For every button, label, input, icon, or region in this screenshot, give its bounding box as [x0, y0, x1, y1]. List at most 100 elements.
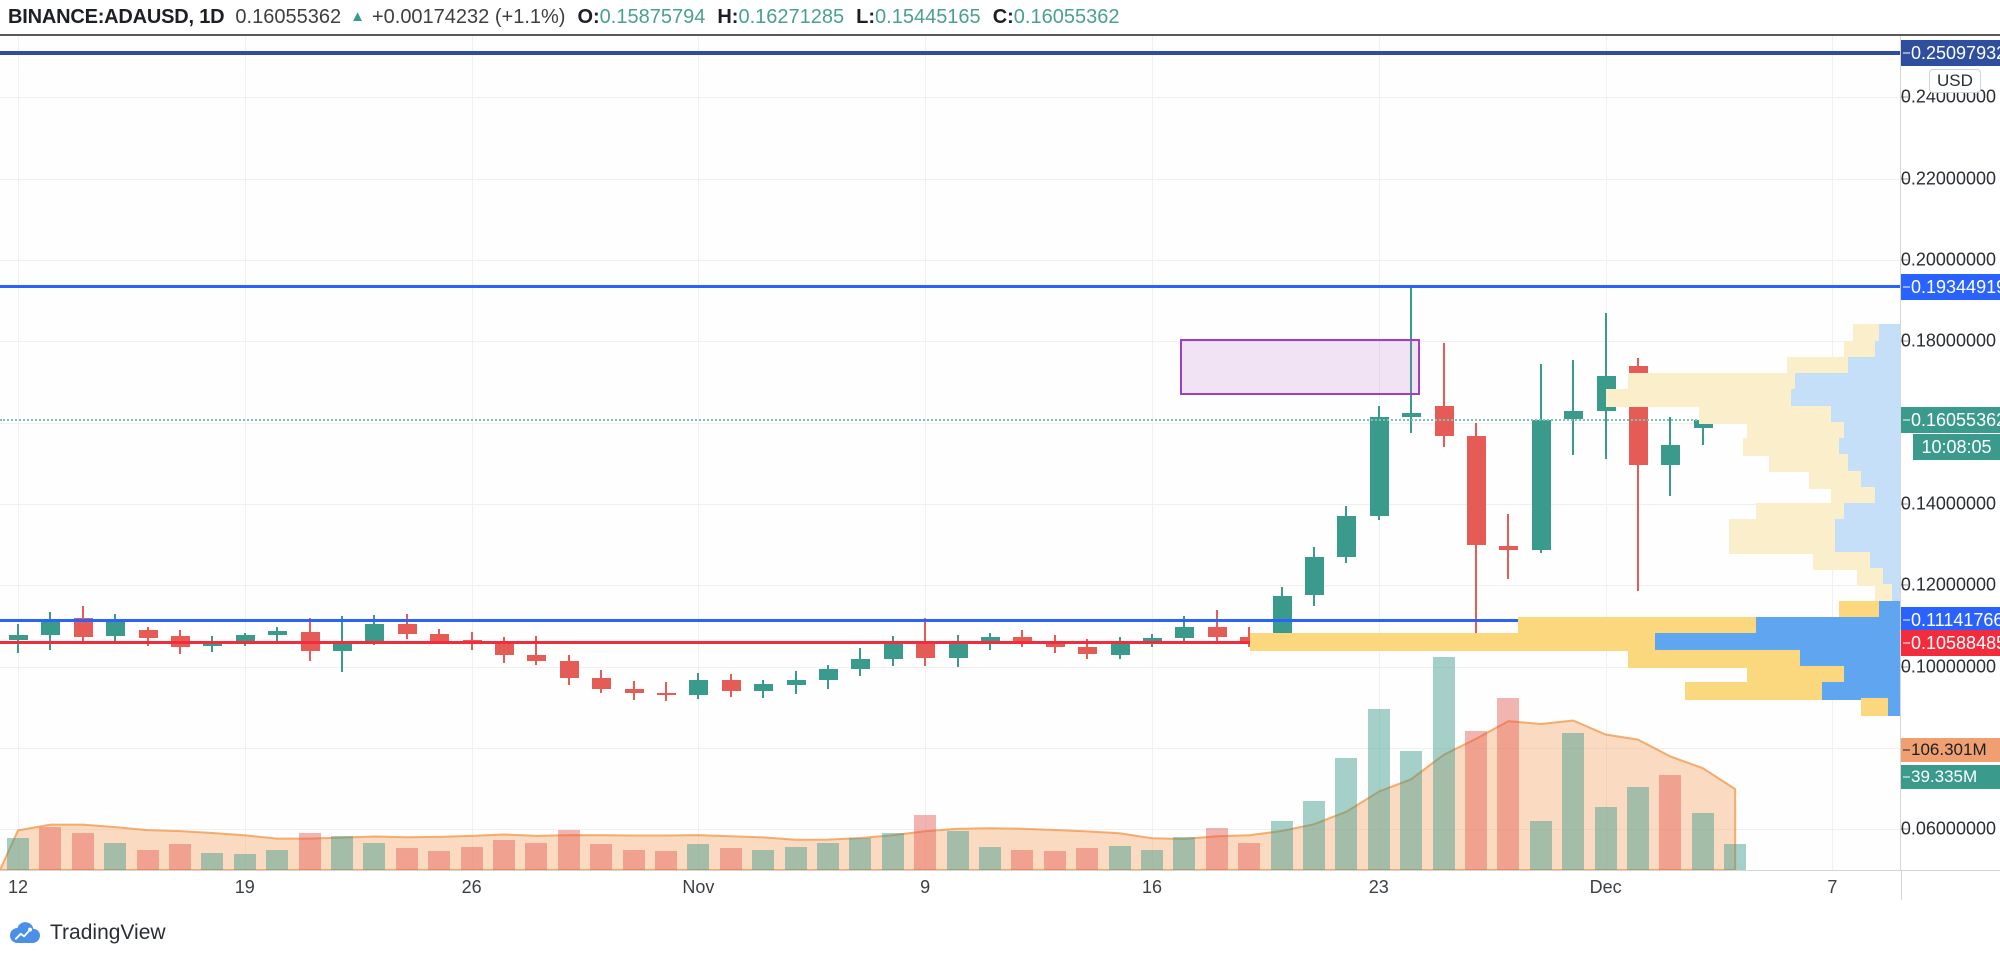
- volume-bar: [1303, 801, 1325, 870]
- price-tag-current[interactable]: 0.16055362: [1901, 407, 2000, 434]
- grid-line-horizontal: [0, 97, 1900, 99]
- brand-label: TradingView: [50, 920, 166, 944]
- volume-profile-bar-left: [1839, 600, 1879, 619]
- volume-bar: [233, 854, 256, 870]
- candle-wick: [1215, 609, 1218, 642]
- grid-line-vertical: [925, 36, 927, 870]
- price-tick-label: 0.20000000: [1900, 249, 1996, 270]
- candle-body: [106, 621, 126, 637]
- candle-wick: [1572, 359, 1575, 456]
- symbol-label[interactable]: BINANCE:ADAUSD, 1D: [8, 6, 225, 28]
- grid-line-horizontal: [0, 422, 1900, 424]
- volume-profile-bar-right: [1755, 617, 1900, 636]
- volume-bar: [752, 849, 775, 870]
- price-tick-mark: [1901, 584, 1908, 586]
- volume-bar: [1141, 849, 1163, 870]
- volume-bar: [493, 839, 515, 870]
- chart-legend[interactable]: BINANCE:ADAUSD, 1D 0.16055362 ▲ +0.00174…: [0, 0, 2000, 34]
- volume-bar: [1270, 821, 1293, 870]
- volume-bar: [1238, 842, 1261, 870]
- volume-bar: [622, 849, 645, 870]
- volume-profile-bar-left: [1843, 340, 1875, 359]
- volume-profile-bar-left: [1857, 568, 1884, 587]
- low-key: L:: [856, 6, 876, 28]
- volume-profile-bar-right: [1887, 698, 1900, 717]
- candle-body: [1078, 647, 1098, 655]
- volume-profile-bar-left: [1813, 551, 1871, 570]
- candle-body: [235, 635, 255, 642]
- volume-bar: [914, 815, 937, 870]
- candle-body: [365, 624, 385, 644]
- price-tick-mark: [1901, 340, 1908, 342]
- candle-wick: [1248, 626, 1251, 648]
- currency-badge[interactable]: USD: [1929, 68, 1981, 93]
- candle-body: [1369, 416, 1389, 517]
- price-line-0.19344919[interactable]: [0, 285, 1900, 289]
- chart-plot-area[interactable]: [0, 36, 1901, 870]
- price-line-0.16055362[interactable]: [0, 418, 1900, 421]
- volume-bar: [687, 844, 710, 870]
- price-tick-mark: [1901, 503, 1908, 505]
- candle-body: [1693, 420, 1713, 428]
- volume-bar: [1724, 844, 1747, 870]
- volume-profile-bar-left: [1786, 356, 1849, 375]
- volume-bar: [1659, 775, 1682, 870]
- volume-profile-bar-right: [1821, 682, 1900, 701]
- price-tag-support-blue[interactable]: 0.11141766: [1901, 607, 2000, 634]
- candle-body: [883, 643, 903, 659]
- volume-profile-bar-left: [1808, 470, 1862, 489]
- volume-profile-bar-right: [1848, 454, 1900, 473]
- volume-profile-bar-left: [1249, 633, 1655, 652]
- volume-profile-bar-left: [1742, 438, 1840, 457]
- volume-current-tag-text: 39.335M: [1911, 767, 1978, 786]
- price-tag-current-text: 0.16055362: [1911, 410, 2000, 431]
- volume-profile-bar-right: [1879, 600, 1900, 619]
- candle-body: [624, 689, 644, 694]
- rectangle-annotation[interactable]: [1180, 339, 1420, 395]
- candle-body: [1110, 641, 1130, 655]
- candle-body: [1175, 626, 1195, 639]
- price-line-0.11141766[interactable]: [0, 618, 1900, 622]
- grid-line-horizontal: [0, 585, 1900, 587]
- volume-bar: [1367, 709, 1390, 870]
- volume-bar: [428, 851, 451, 870]
- volume-profile-bar-left: [1698, 405, 1831, 424]
- volume-bar: [1562, 733, 1585, 870]
- tag-dash: [1903, 749, 1910, 751]
- volume-profile-bar-right: [1879, 324, 1900, 343]
- candle-body: [268, 630, 288, 635]
- price-line-0.25097932[interactable]: [0, 51, 1900, 56]
- price-tick-label: 0.18000000: [1900, 330, 1996, 351]
- tag-dash: [1903, 52, 1910, 54]
- volume-profile-bar-right: [1892, 584, 1900, 603]
- volume-bar: [298, 832, 321, 870]
- price-tick-mark: [1901, 666, 1908, 668]
- time-scale[interactable]: 121926Nov91623Dec714212021: [0, 870, 2000, 901]
- candle-wick: [1410, 286, 1413, 433]
- volume-profile-bar-right: [1883, 568, 1900, 587]
- candle-wick: [1442, 343, 1445, 448]
- volume-profile-bar-left: [1747, 665, 1844, 684]
- volume-profile-bar-right: [1874, 486, 1900, 505]
- volume-current-tag: 39.335M: [1901, 765, 2000, 789]
- volume-ma-tag: 106.301M: [1901, 738, 2000, 762]
- volume-bar: [525, 842, 548, 870]
- volume-bar: [136, 849, 159, 870]
- candle-body: [1564, 411, 1584, 420]
- volume-ma-tag-text: 106.301M: [1911, 740, 1987, 759]
- volume-profile-bar-left: [1830, 486, 1875, 505]
- candle-body: [527, 655, 547, 661]
- candle-body: [689, 679, 709, 696]
- grid-line-vertical: [18, 36, 19, 870]
- volume-profile-bar-left: [1518, 617, 1756, 636]
- price-tag-resistance[interactable]: 0.19344919: [1901, 273, 2000, 300]
- price-tick-mark: [1901, 259, 1908, 261]
- tag-dash: [1903, 642, 1910, 644]
- chart-frame: 0.24000000 0.22000000 0.20000000 0.18000000…: [0, 34, 2000, 901]
- volume-profile-bar-right: [1830, 405, 1900, 424]
- price-tag-top-navy[interactable]: 0.25097932: [1901, 39, 2000, 66]
- price-tag-support-red[interactable]: 0.10588485: [1901, 629, 2000, 656]
- volume-bar: [817, 842, 839, 870]
- price-scale[interactable]: 0.24000000 0.22000000 0.20000000 0.18000000…: [1901, 36, 2000, 870]
- price-line-0.10588485[interactable]: [0, 641, 1900, 645]
